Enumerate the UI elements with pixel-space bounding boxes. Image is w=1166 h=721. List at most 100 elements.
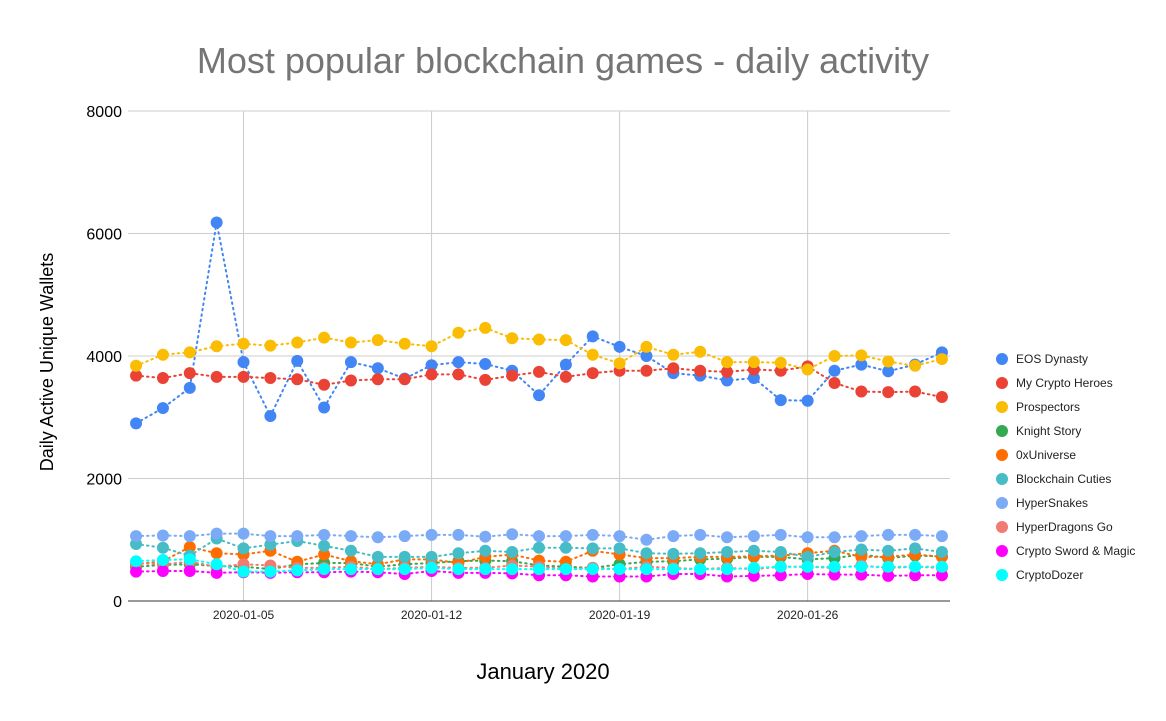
series-blockchain-cuties [130, 532, 948, 563]
data-point [855, 349, 868, 362]
data-point [183, 381, 196, 394]
grid [128, 110, 950, 601]
legend-label: Crypto Sword & Magic [1016, 544, 1135, 558]
y-tick-label: 6000 [86, 227, 122, 244]
data-point [828, 531, 841, 544]
data-point [237, 370, 250, 383]
data-point [344, 563, 357, 576]
data-point [210, 216, 223, 229]
data-point [721, 365, 734, 378]
data-point [828, 560, 841, 573]
data-point [801, 550, 814, 563]
data-point [828, 376, 841, 389]
data-point [855, 530, 868, 543]
data-point [533, 563, 545, 576]
data-point [183, 541, 196, 554]
data-point [452, 563, 465, 576]
data-point [774, 560, 787, 573]
data-point [774, 528, 787, 541]
legend-item: Knight Story [996, 424, 1081, 438]
data-point [130, 359, 143, 372]
data-point [264, 410, 277, 423]
data-point [318, 539, 331, 552]
data-point [935, 391, 948, 404]
data-point [935, 530, 948, 543]
data-point [909, 560, 922, 573]
data-point [344, 374, 357, 387]
data-point [882, 386, 895, 399]
data-point [156, 348, 169, 361]
series-eos-dynasty [130, 216, 948, 430]
data-point [640, 364, 653, 377]
legend-label: Blockchain Cuties [1016, 472, 1111, 486]
data-point [156, 372, 169, 385]
data-point [855, 358, 868, 371]
x-tick-label: 2020-01-05 [213, 608, 275, 622]
data-point [586, 528, 599, 541]
data-point [882, 569, 895, 582]
data-point [156, 541, 169, 554]
data-point [130, 565, 143, 578]
data-point [694, 563, 707, 576]
legend-item: My Crypto Heroes [996, 376, 1113, 390]
data-point [828, 546, 841, 558]
legend-marker [996, 425, 1008, 437]
y-tick-label: 8000 [86, 104, 122, 121]
legend-marker [996, 521, 1008, 533]
data-point [371, 334, 384, 347]
series-prospectors [130, 321, 948, 376]
data-point [371, 362, 384, 375]
data-point [667, 547, 680, 560]
data-point [882, 528, 895, 541]
data-point [425, 368, 438, 381]
data-point [801, 560, 814, 573]
data-point [398, 530, 411, 543]
data-point [559, 358, 572, 371]
data-point [130, 530, 143, 543]
data-point [371, 550, 384, 563]
data-point [210, 370, 223, 383]
legend-label: My Crypto Heroes [1016, 376, 1113, 390]
data-point [425, 528, 438, 541]
data-point [882, 560, 895, 573]
data-point [210, 527, 223, 540]
data-point [506, 528, 519, 541]
x-tick-label: 2020-01-19 [589, 608, 651, 622]
series-cryptodozer [130, 553, 948, 578]
data-point [344, 530, 357, 543]
data-point [882, 544, 895, 557]
data-point [882, 355, 895, 368]
data-point [291, 530, 304, 543]
legend-marker [996, 497, 1008, 509]
data-point [747, 530, 760, 543]
legend-item: HyperDragons Go [996, 520, 1113, 534]
data-point [533, 333, 545, 346]
data-point [721, 356, 734, 369]
data-point [371, 531, 384, 544]
legend-label: Knight Story [1016, 424, 1081, 438]
data-point [721, 374, 734, 387]
data-point [559, 563, 572, 576]
data-point [667, 348, 680, 361]
data-point [398, 337, 411, 350]
x-tick-label: 2020-01-26 [777, 608, 839, 622]
data-point [425, 550, 438, 563]
data-point [747, 561, 760, 574]
data-point [425, 340, 438, 353]
legend-label: HyperDragons Go [1016, 520, 1113, 534]
data-point [935, 569, 948, 582]
data-point [398, 550, 411, 563]
data-point [721, 546, 734, 558]
data-point [264, 530, 277, 543]
data-point [640, 547, 653, 560]
data-point [398, 373, 411, 386]
data-point [828, 350, 841, 362]
data-point [721, 563, 734, 576]
data-point [452, 368, 465, 381]
data-point [747, 356, 760, 369]
legend-marker [996, 401, 1008, 413]
data-point [935, 353, 948, 366]
data-point [694, 364, 707, 377]
data-point [774, 546, 787, 558]
data-point [183, 564, 196, 577]
